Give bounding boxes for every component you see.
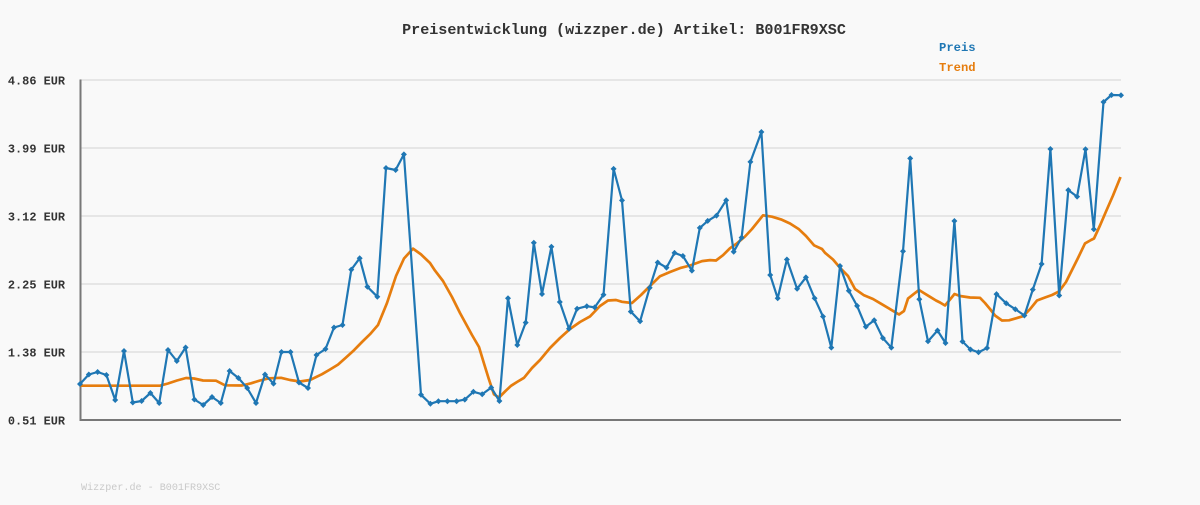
svg-text:Trend: Trend	[939, 61, 976, 75]
svg-text:Preis: Preis	[939, 41, 976, 55]
svg-text:3.12 EUR: 3.12 EUR	[8, 211, 66, 225]
svg-text:2.25 EUR: 2.25 EUR	[8, 279, 66, 293]
svg-text:1.38 EUR: 1.38 EUR	[8, 347, 66, 361]
svg-text:0.51 EUR: 0.51 EUR	[8, 415, 66, 429]
svg-text:3.99 EUR: 3.99 EUR	[8, 143, 66, 157]
svg-text:Wizzper.de - B001FR9XSC: Wizzper.de - B001FR9XSC	[81, 482, 220, 494]
svg-text:4.86 EUR: 4.86 EUR	[8, 75, 66, 89]
svg-text:Preisentwicklung (wizzper.de): Preisentwicklung (wizzper.de) Artikel: B…	[402, 21, 846, 39]
